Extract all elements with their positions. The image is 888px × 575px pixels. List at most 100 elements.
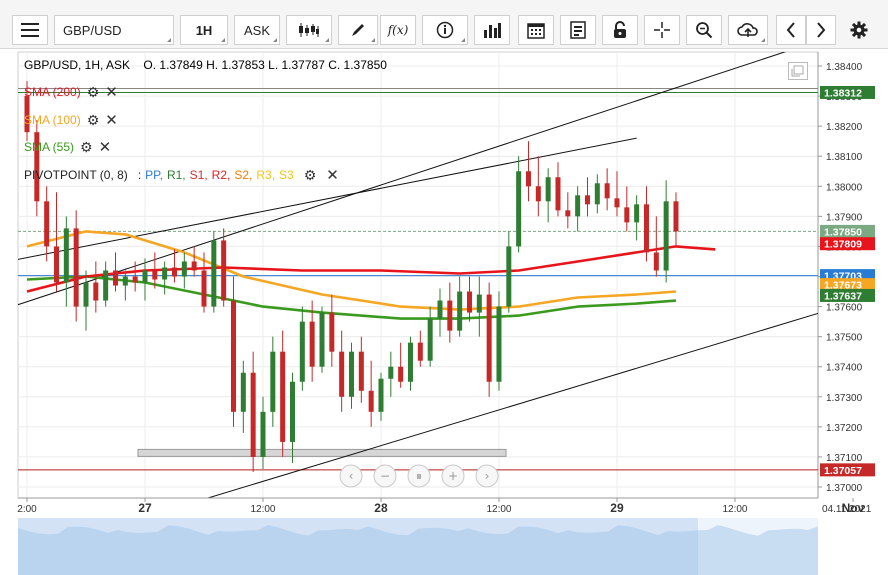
scroll-forward-button[interactable]: › (475, 464, 499, 488)
candle-body (388, 366, 394, 379)
zoom-button[interactable] (686, 15, 722, 45)
candle-body (299, 321, 305, 382)
candle-12 (142, 258, 148, 301)
lock-button[interactable] (602, 15, 638, 45)
candle-body (457, 291, 463, 331)
candle-0 (24, 81, 30, 142)
pivot-s1: S1, (189, 168, 208, 182)
menu-button[interactable] (12, 15, 48, 45)
pivot-label[interactable]: PIVOTPOINT (0, 8) (24, 168, 128, 182)
candle-body (437, 300, 443, 319)
price-badge: 1.37673 (820, 278, 875, 292)
chart-title: GBP/USD, 1H, ASK (24, 58, 131, 72)
candle-body (132, 276, 138, 283)
candle-body (614, 198, 620, 208)
zoom-out-button[interactable]: − (373, 464, 397, 488)
interval-selector[interactable]: 1H (180, 15, 228, 45)
y-tick-label: 1.37000 (826, 483, 863, 494)
candle-body (466, 291, 472, 313)
candle-13 (152, 252, 158, 289)
candle-34 (358, 336, 364, 403)
sma200-close-icon[interactable]: ✕ (105, 84, 118, 101)
candle-59 (604, 168, 610, 211)
candlestick-icon (299, 23, 319, 37)
news-button[interactable] (560, 15, 596, 45)
price-badge-bg (820, 237, 875, 251)
sma200-settings-icon[interactable]: ⚙ (86, 83, 100, 100)
y-tick-label: 1.38100 (826, 152, 863, 163)
plot-area (17, 51, 819, 499)
chart-type-button[interactable] (286, 15, 332, 45)
channel-lower-line (206, 312, 818, 498)
settings-button[interactable] (844, 15, 874, 45)
price-badge-label: 1.37809 (824, 239, 862, 251)
price-type-selector[interactable]: ASK (234, 15, 280, 45)
pivot-s3: S3 (279, 168, 294, 182)
y-tick-label: 1.37600 (826, 303, 863, 314)
x-tick-label: Nov (842, 501, 865, 515)
candle-3 (53, 192, 59, 292)
x-tick-label: 29 (610, 501, 624, 515)
nav-circle (373, 464, 397, 488)
candle-body (634, 204, 640, 223)
candle-30 (319, 306, 325, 373)
legend-sma55: SMA (55) ⚙ ✕ (24, 138, 112, 157)
candle-body (378, 378, 384, 412)
candle-body (83, 282, 89, 307)
candle-body (673, 201, 679, 232)
candle-52 (535, 156, 541, 217)
fx-icon: f(x) (387, 23, 409, 37)
candle-25 (270, 336, 276, 427)
candle-4 (63, 216, 69, 307)
legend-sma200: SMA (200) ⚙ ✕ (24, 83, 118, 102)
export-button[interactable] (728, 15, 768, 45)
candle-2 (44, 186, 50, 262)
nav-glyph: ⏸ (416, 469, 422, 483)
candle-body (584, 195, 590, 205)
scroll-right-button[interactable] (806, 15, 836, 45)
pivot-close-icon[interactable]: ✕ (326, 167, 339, 184)
candle-37 (388, 351, 394, 397)
maximize-button[interactable] (788, 62, 808, 80)
symbol-selector[interactable]: GBP/USD (54, 15, 174, 45)
nav-glyph: − (380, 469, 390, 483)
candle-15 (171, 249, 177, 283)
price-badge: 1.37637 (820, 288, 875, 302)
candle-body (535, 186, 541, 202)
sma100-label[interactable]: SMA (100) (24, 113, 81, 127)
sma200-label[interactable]: SMA (200) (24, 85, 81, 99)
drawing-tool-button[interactable] (338, 15, 378, 45)
pivot-settings-icon[interactable]: ⚙ (303, 166, 317, 183)
candle-7 (93, 261, 99, 313)
candle-body (368, 390, 374, 412)
price-badge-label: 1.37673 (824, 280, 862, 292)
sma55-close-icon[interactable]: ✕ (98, 139, 112, 156)
candle-27 (289, 372, 295, 463)
y-tick-label: 1.38400 (826, 62, 863, 73)
crosshair-button[interactable] (644, 15, 680, 45)
candle-36 (378, 372, 384, 421)
candle-body (427, 318, 433, 361)
bar-chart-icon (484, 23, 501, 38)
sma100-settings-icon[interactable]: ⚙ (86, 111, 100, 128)
scroll-left-button[interactable] (776, 15, 806, 45)
sma55-settings-icon[interactable]: ⚙ (80, 138, 93, 155)
price-chart[interactable]: 1.384001.383001.382001.381001.380001.379… (0, 48, 888, 575)
studies-button[interactable] (474, 15, 510, 45)
x-tick-label: 12:00 (722, 504, 747, 515)
pivot-r1: R1, (166, 168, 186, 182)
indicators-button[interactable]: f(x) (380, 15, 416, 45)
candle-50 (516, 156, 522, 253)
sma100-close-icon[interactable]: ✕ (105, 112, 118, 129)
sma55-label[interactable]: SMA (55) (24, 140, 75, 154)
candle-47 (486, 282, 492, 397)
candle-31 (329, 294, 335, 367)
zoom-in-button[interactable]: + (441, 464, 465, 488)
candle-8 (103, 261, 109, 307)
reset-zoom-button[interactable]: ⏸ (407, 464, 431, 488)
info-button[interactable] (422, 15, 468, 45)
candle-6 (83, 270, 89, 331)
scroll-back-button[interactable]: ‹ (339, 464, 363, 488)
lock-icon (614, 21, 626, 38)
calendar-button[interactable] (518, 15, 554, 45)
